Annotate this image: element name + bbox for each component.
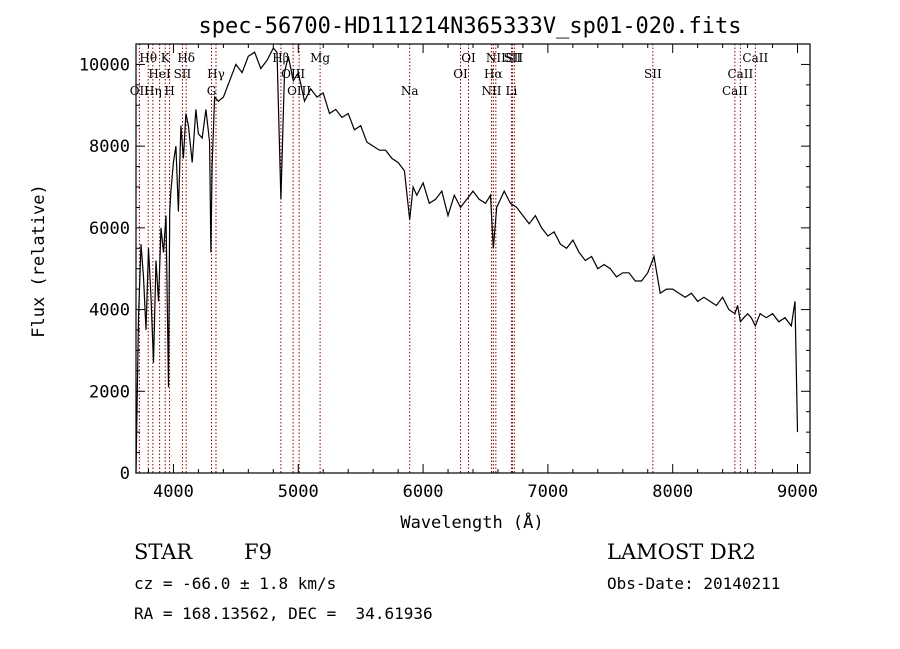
y-tick-label: 4000 <box>89 301 130 321</box>
redshift-cz: cz = -66.0 ± 1.8 km/s <box>134 574 337 593</box>
y-tick-label: 10000 <box>79 55 130 75</box>
reference-line-label: NII <box>486 51 506 65</box>
spectrum-line <box>135 47 799 474</box>
reference-line-label: Na <box>401 84 419 98</box>
reference-line-label: Hδ <box>177 51 195 65</box>
y-axis-label: Flux (relative) <box>29 184 49 338</box>
plot-frame <box>135 43 811 474</box>
reference-line-label: CaII <box>722 84 748 98</box>
reference-line-label: OI <box>453 67 468 81</box>
reference-line-label: SII <box>505 51 523 65</box>
reference-line-label: OIII <box>287 84 311 98</box>
x-tick-label: 5000 <box>278 482 319 502</box>
y-tick-label: 2000 <box>89 382 130 402</box>
x-tick-label: 9000 <box>777 482 818 502</box>
survey-name: LAMOST DR2 <box>607 540 756 564</box>
reference-line-label: CaII <box>742 51 768 65</box>
x-axis-label: Wavelength (Å) <box>400 511 543 533</box>
reference-line-label: SII <box>174 67 192 81</box>
object-class: STAR <box>134 540 193 564</box>
x-tick-label: 6000 <box>403 482 444 502</box>
reference-line-label: H <box>164 84 174 98</box>
reference-line-label: SII <box>504 51 522 65</box>
x-tick-label: 8000 <box>652 482 693 502</box>
y-tick-label: 8000 <box>89 137 130 157</box>
reference-line-label: Hα <box>484 67 503 81</box>
x-tick-label: 4000 <box>153 482 194 502</box>
reference-labels: OIIHθHηHeIKHSIIHδGHγHβOIIIOIIIMgNaOIOINI… <box>130 51 769 98</box>
reference-line-label: Hη <box>144 84 162 98</box>
y-tick-label: 6000 <box>89 219 130 239</box>
y-tick-label: 0 <box>120 464 130 484</box>
reference-line-label: Mg <box>310 51 330 65</box>
reference-line-label: NII <box>481 84 501 98</box>
reference-line-label: OI <box>461 51 476 65</box>
reference-line-label: CaII <box>727 67 753 81</box>
x-tick-label: 7000 <box>527 482 568 502</box>
reference-lines <box>138 44 756 473</box>
y-axis-ticks: 0 2000 4000 6000 8000 10000 <box>79 55 810 484</box>
reference-line-label: Li <box>506 84 518 98</box>
observation-date: Obs-Date: 20140211 <box>607 574 781 593</box>
reference-line-label: Hθ <box>139 51 157 65</box>
reference-line-label: G <box>207 84 217 98</box>
x-axis-ticks: 4000 5000 6000 7000 8000 9000 <box>147 44 818 502</box>
coordinates: RA = 168.13562, DEC = 34.61936 <box>134 604 433 623</box>
object-subclass: F9 <box>244 540 272 564</box>
reference-line-label: K <box>161 51 171 65</box>
reference-line-label: HeI <box>148 67 171 81</box>
reference-line-label: SII <box>644 67 662 81</box>
reference-line-label: OII <box>130 84 150 98</box>
chart-title: spec-56700-HD111214N365333V_sp01-020.fit… <box>198 14 741 39</box>
reference-line-label: Hγ <box>207 67 225 81</box>
